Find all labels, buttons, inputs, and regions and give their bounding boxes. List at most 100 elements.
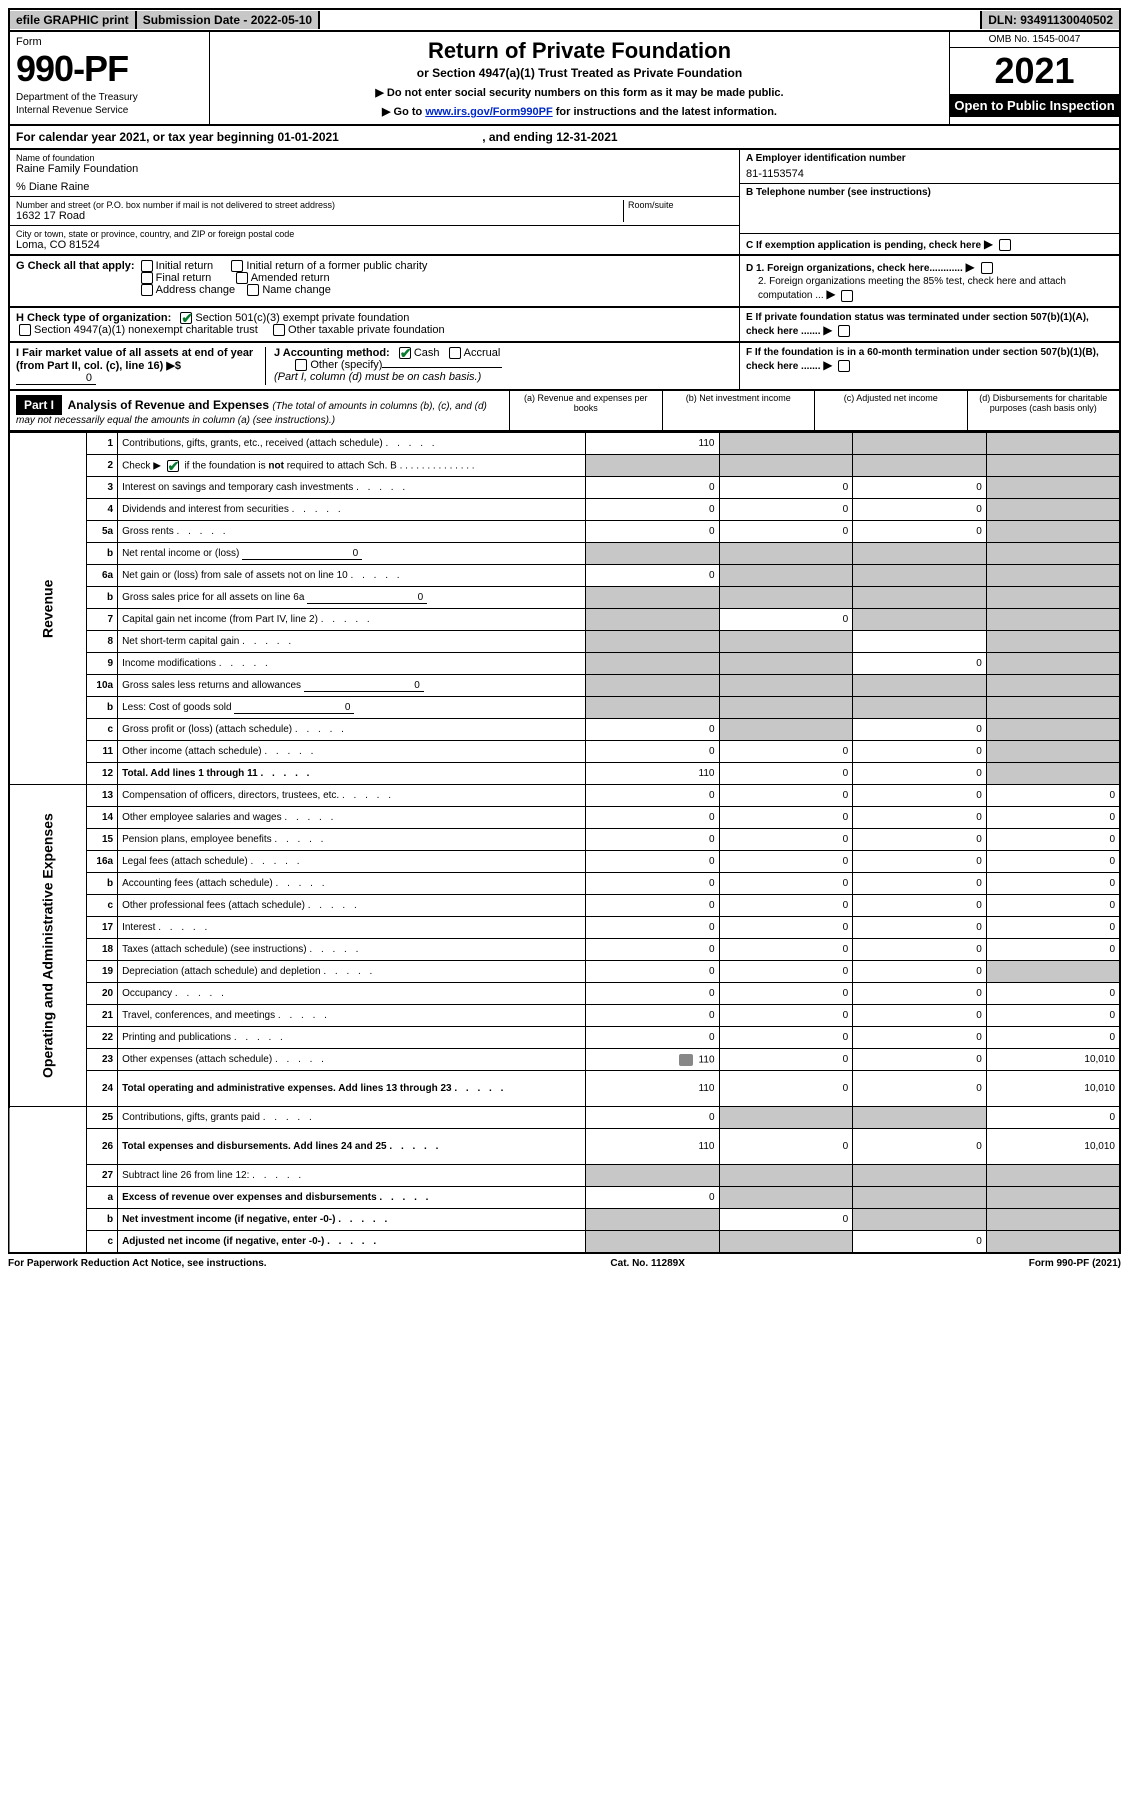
d2-checkbox[interactable] bbox=[841, 290, 853, 302]
info-left-col: Name of foundation Raine Family Foundati… bbox=[10, 150, 739, 254]
d1-checkbox[interactable] bbox=[981, 262, 993, 274]
value-cell-col-d: 0 bbox=[986, 939, 1120, 961]
line-description: Capital gain net income (from Part IV, l… bbox=[118, 609, 586, 631]
g-final-return-checkbox[interactable] bbox=[141, 272, 153, 284]
f-label: F If the foundation is in a 60-month ter… bbox=[746, 347, 1099, 372]
value-cell-col-b: 0 bbox=[719, 1027, 853, 1049]
value-cell-col-b bbox=[719, 675, 853, 697]
d-section: D 1. Foreign organizations, check here..… bbox=[739, 256, 1119, 306]
line-description: Gross profit or (loss) (attach schedule)… bbox=[118, 719, 586, 741]
value-cell-col-a: 110 bbox=[585, 1049, 719, 1071]
table-row: 5aGross rents . . . . .000 bbox=[9, 521, 1120, 543]
value-cell-col-b: 0 bbox=[719, 763, 853, 785]
value-cell-col-b: 0 bbox=[719, 939, 853, 961]
name-label: Name of foundation bbox=[16, 153, 733, 163]
value-cell-col-c bbox=[853, 1209, 987, 1231]
h-opt1: Section 501(c)(3) exempt private foundat… bbox=[195, 312, 409, 324]
h-label: H Check type of organization: bbox=[16, 312, 171, 324]
value-cell-col-b: 0 bbox=[719, 917, 853, 939]
c-checkbox[interactable] bbox=[999, 239, 1011, 251]
value-cell-col-c: 0 bbox=[853, 983, 987, 1005]
dept-irs: Internal Revenue Service bbox=[16, 105, 203, 116]
f-section: F If the foundation is in a 60-month ter… bbox=[739, 343, 1119, 389]
table-row: 15Pension plans, employee benefits . . .… bbox=[9, 829, 1120, 851]
table-row: 11Other income (attach schedule) . . . .… bbox=[9, 741, 1120, 763]
value-cell-col-c bbox=[853, 455, 987, 477]
value-cell-col-d bbox=[986, 1209, 1120, 1231]
table-row: 26Total expenses and disbursements. Add … bbox=[9, 1129, 1120, 1165]
j-other-checkbox[interactable] bbox=[295, 359, 307, 371]
line-number: 4 bbox=[86, 499, 117, 521]
g-opt-2: Final return bbox=[156, 272, 212, 284]
value-cell-col-b bbox=[719, 697, 853, 719]
value-cell-col-c: 0 bbox=[853, 1027, 987, 1049]
j-accrual-checkbox[interactable] bbox=[449, 347, 461, 359]
table-row: 3Interest on savings and temporary cash … bbox=[9, 477, 1120, 499]
g-amended-checkbox[interactable] bbox=[236, 272, 248, 284]
h-section: H Check type of organization: Section 50… bbox=[10, 308, 739, 341]
g-opt-1: Initial return of a former public charit… bbox=[246, 260, 427, 272]
h-4947-checkbox[interactable] bbox=[19, 324, 31, 336]
col-d-header: (d) Disbursements for charitable purpose… bbox=[968, 391, 1120, 430]
address-cell: Number and street (or P.O. box number if… bbox=[10, 197, 739, 226]
dln-label: DLN: 93491130040502 bbox=[980, 11, 1119, 29]
name-value: Raine Family Foundation bbox=[16, 163, 733, 175]
g-name-change-checkbox[interactable] bbox=[247, 284, 259, 296]
value-cell-col-c: 0 bbox=[853, 961, 987, 983]
line-number: 12 bbox=[86, 763, 117, 785]
value-cell-col-a: 0 bbox=[585, 477, 719, 499]
table-row: 22Printing and publications . . . . .000… bbox=[9, 1027, 1120, 1049]
table-row: bLess: Cost of goods sold 0 bbox=[9, 697, 1120, 719]
value-cell-col-d: 0 bbox=[986, 1107, 1120, 1129]
e-checkbox[interactable] bbox=[838, 325, 850, 337]
efile-print-button[interactable]: efile GRAPHIC print bbox=[10, 11, 137, 29]
j-accrual: Accrual bbox=[464, 347, 501, 359]
f-checkbox[interactable] bbox=[838, 360, 850, 372]
value-cell-col-a: 0 bbox=[585, 1005, 719, 1027]
line-description: Dividends and interest from securities .… bbox=[118, 499, 586, 521]
value-cell-col-a: 0 bbox=[585, 895, 719, 917]
value-cell-col-b: 0 bbox=[719, 521, 853, 543]
form-header: Form 990-PF Department of the Treasury I… bbox=[8, 32, 1121, 126]
schB-checkbox[interactable] bbox=[167, 460, 179, 472]
c-label: C If exemption application is pending, c… bbox=[746, 240, 981, 251]
line-description: Gross rents . . . . . bbox=[118, 521, 586, 543]
value-cell-col-d: 0 bbox=[986, 1027, 1120, 1049]
h-other-taxable-checkbox[interactable] bbox=[273, 324, 285, 336]
part1-title: Analysis of Revenue and Expenses bbox=[68, 398, 273, 412]
line-description: Printing and publications . . . . . bbox=[118, 1027, 586, 1049]
form990pf-link[interactable]: www.irs.gov/Form990PF bbox=[425, 106, 552, 118]
line-description: Other employee salaries and wages . . . … bbox=[118, 807, 586, 829]
d2-label: 2. Foreign organizations meeting the 85%… bbox=[758, 276, 1066, 301]
revenue-side-label: Revenue bbox=[9, 433, 86, 785]
g-section: G Check all that apply: Initial return I… bbox=[10, 256, 739, 306]
value-cell-col-a: 0 bbox=[585, 719, 719, 741]
g-initial-former-checkbox[interactable] bbox=[231, 260, 243, 272]
line-number: 17 bbox=[86, 917, 117, 939]
part1-desc-cell: Part I Analysis of Revenue and Expenses … bbox=[10, 391, 510, 430]
phone-label: B Telephone number (see instructions) bbox=[746, 187, 1113, 198]
goto-post: for instructions and the latest informat… bbox=[553, 106, 777, 118]
value-cell-col-c: 0 bbox=[853, 873, 987, 895]
tax-year: 2021 bbox=[950, 48, 1119, 94]
value-cell-col-a: 0 bbox=[585, 565, 719, 587]
table-row: bAccounting fees (attach schedule) . . .… bbox=[9, 873, 1120, 895]
table-row: 10aGross sales less returns and allowanc… bbox=[9, 675, 1120, 697]
open-public-badge: Open to Public Inspection bbox=[950, 94, 1119, 117]
line-description: Other professional fees (attach schedule… bbox=[118, 895, 586, 917]
g-initial-return-checkbox[interactable] bbox=[141, 260, 153, 272]
g-address-change-checkbox[interactable] bbox=[141, 284, 153, 296]
line-number: b bbox=[86, 543, 117, 565]
value-cell-col-c bbox=[853, 543, 987, 565]
attachment-icon[interactable] bbox=[679, 1054, 693, 1066]
value-cell-col-d bbox=[986, 1231, 1120, 1253]
topbar: efile GRAPHIC print Submission Date - 20… bbox=[8, 8, 1121, 32]
value-cell-col-a bbox=[585, 1165, 719, 1187]
j-cash-checkbox[interactable] bbox=[399, 347, 411, 359]
line-description: Total operating and administrative expen… bbox=[118, 1071, 586, 1107]
header-middle: Return of Private Foundation or Section … bbox=[210, 32, 949, 124]
j-cash: Cash bbox=[414, 347, 440, 359]
h-501c3-checkbox[interactable] bbox=[180, 312, 192, 324]
line-description: Subtract line 26 from line 12: . . . . . bbox=[118, 1165, 586, 1187]
h-opt2: Section 4947(a)(1) nonexempt charitable … bbox=[34, 324, 258, 336]
